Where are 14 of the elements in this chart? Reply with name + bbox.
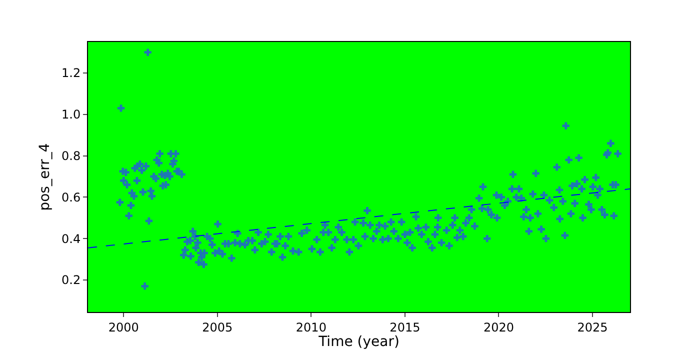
- y-tick-label: 0.6: [62, 190, 81, 204]
- x-tick-label: 2020: [483, 320, 514, 334]
- x-tick-label: 2010: [296, 320, 326, 334]
- x-tick-label: 2005: [202, 320, 233, 334]
- y-tick-label: 0.4: [62, 232, 81, 246]
- x-tick-label: 2000: [108, 320, 139, 334]
- x-tick-label: 2025: [577, 320, 608, 334]
- x-axis-title: Time (year): [318, 334, 400, 350]
- y-tick-label: 1.0: [62, 108, 81, 122]
- y-tick-label: 1.2: [62, 66, 81, 80]
- y-axis-title: pos_err_4: [37, 143, 54, 211]
- y-tick-label: 0.2: [62, 273, 81, 288]
- x-tick-label: 2015: [390, 320, 420, 334]
- y-tick-label: 0.8: [62, 148, 81, 163]
